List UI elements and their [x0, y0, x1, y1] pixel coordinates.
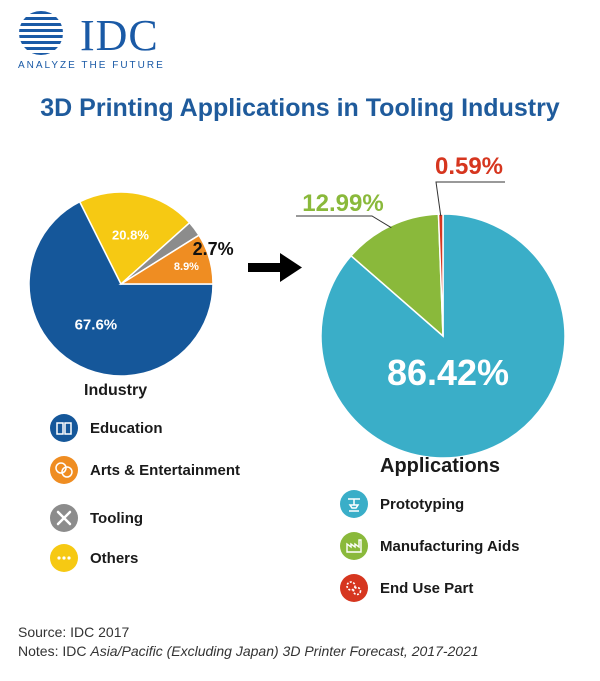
notes-line: Notes: IDC Asia/Pacific (Excluding Japan… [18, 642, 479, 661]
idc-logo: IDC ANALYZE THE FUTURE [16, 10, 186, 72]
data-label-others: 20.8% [112, 227, 149, 242]
tools-icon [50, 504, 78, 532]
notes-title: Asia/Pacific (Excluding Japan) 3D Printe… [90, 643, 479, 659]
logo-tagline: ANALYZE THE FUTURE [18, 60, 165, 71]
legend-item-arts-entertainment: Arts & Entertainment [50, 456, 240, 484]
data-label-end-use-part: 0.59% [435, 153, 503, 180]
legend-label: Arts & Entertainment [90, 461, 241, 479]
right-arrow-icon [248, 253, 302, 282]
legend-label: Education [90, 419, 163, 437]
pie-slice-manufacturing-aids [350, 213, 444, 338]
legend-label: Prototyping [380, 495, 465, 513]
legend-item-manufacturing-aids: Manufacturing Aids [340, 532, 519, 560]
legend-label: End Use Part [380, 579, 474, 597]
legend-item-end-use-part: End Use Part [340, 574, 473, 602]
legend-label: Tooling [90, 509, 144, 527]
data-label-tooling: 2.7% [193, 239, 234, 259]
logo-name: IDC [80, 11, 159, 60]
pie-slice-education [28, 200, 214, 377]
page-title: 3D Printing Applications in Tooling Indu… [40, 94, 560, 122]
legend-item-tooling: Tooling [50, 504, 143, 532]
legend-item-others: Others [50, 544, 138, 572]
leader-line-manufacturing-aids [296, 215, 392, 229]
notes-prefix: Notes: IDC [18, 643, 91, 659]
legend-item-prototyping: Prototyping [340, 490, 464, 518]
data-label-arts-entertainment: 8.9% [174, 261, 199, 273]
data-label-prototyping: 86.42% [387, 352, 509, 393]
gears-icon [340, 574, 368, 602]
pie-slice-arts-entertainment [118, 234, 214, 285]
legend-label: Others [90, 549, 139, 567]
source-notes: Source: IDC 2017 Notes: IDC Asia/Pacific… [18, 623, 479, 661]
leader-line-end-use-part [435, 181, 505, 217]
3d-printer-icon [340, 490, 368, 518]
applications-chart-title: Applications [380, 455, 501, 477]
industry-chart-title: Industry [84, 382, 148, 399]
source-line: Source: IDC 2017 [18, 624, 130, 640]
data-label-manufacturing-aids: 12.99% [302, 190, 383, 217]
ellipsis-icon [50, 544, 78, 572]
legend-label: Manufacturing Aids [380, 537, 520, 555]
pie-slice-others [78, 191, 191, 286]
globe-icon [19, 11, 63, 55]
data-label-education: 67.6% [75, 317, 118, 334]
book-icon [50, 414, 78, 442]
theater-masks-icon [50, 456, 78, 484]
legend-item-education: Education [50, 414, 163, 442]
factory-icon [340, 532, 368, 560]
